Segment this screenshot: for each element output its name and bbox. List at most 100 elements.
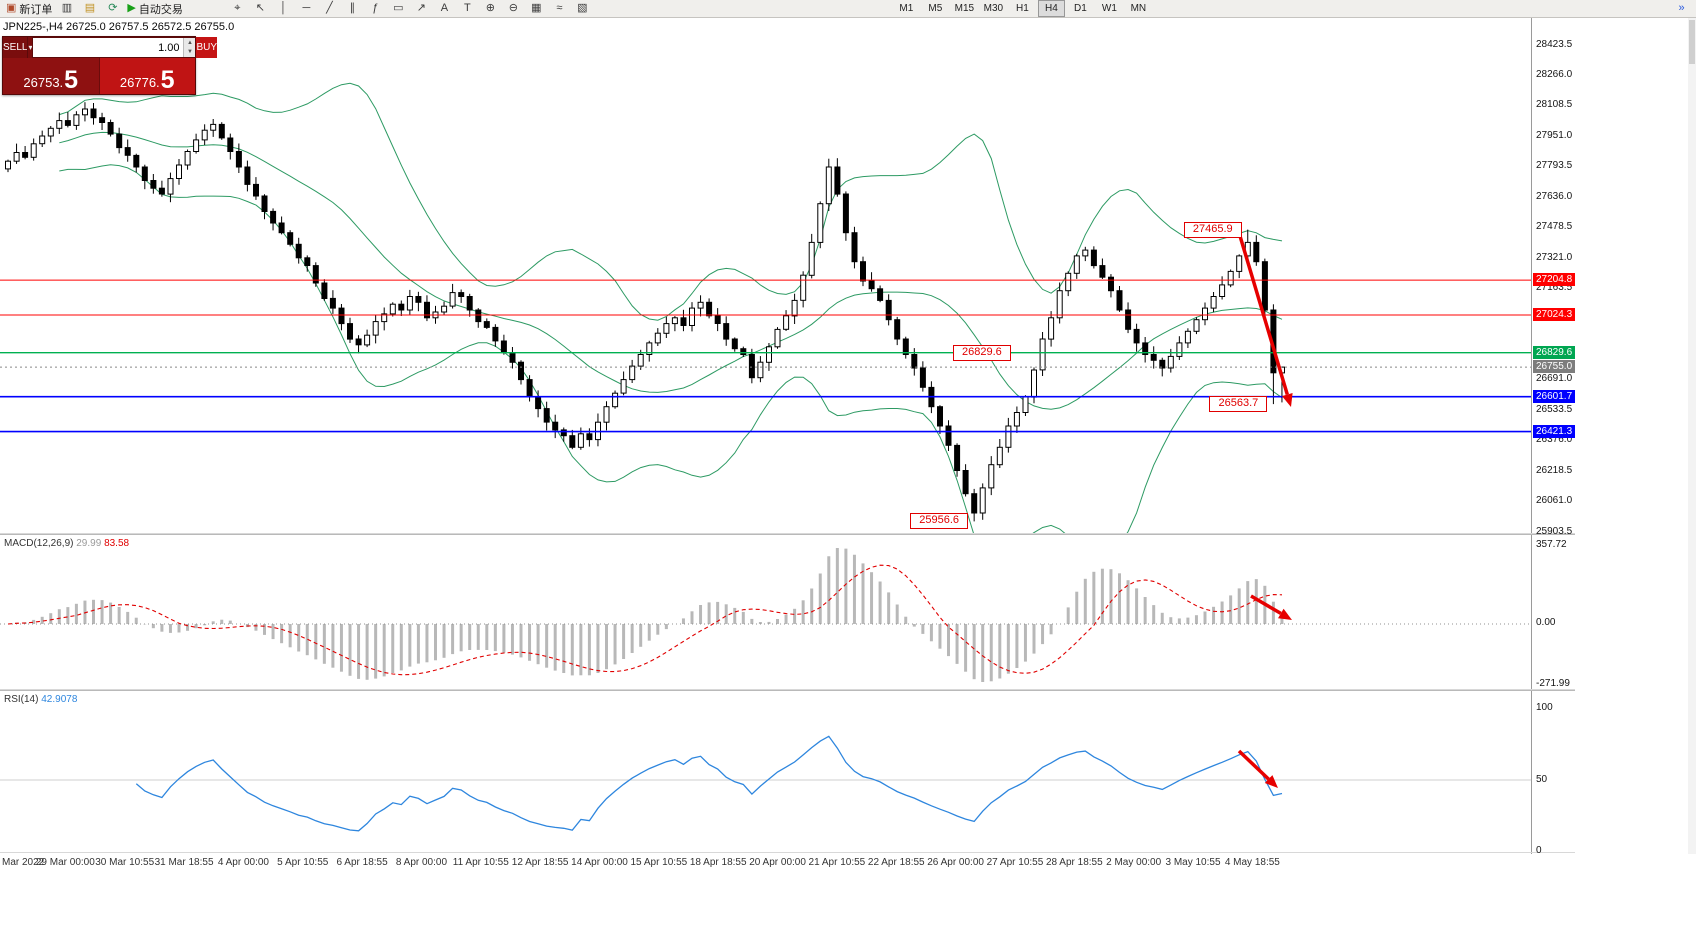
rsi-layer — [0, 735, 1531, 832]
channel-icon-glyph: ∥ — [349, 2, 356, 14]
price-callout[interactable]: 26829.6 — [952, 344, 1011, 361]
bid-price-button[interactable]: 26753. 5 — [3, 58, 99, 94]
tf-h4-label: H4 — [1044, 3, 1058, 14]
cursor-icon-glyph: ↖ — [255, 2, 265, 14]
arrows-icon[interactable]: ↗ — [411, 0, 432, 17]
indicators-icon[interactable]: ≈ — [549, 0, 570, 17]
shapes-icon[interactable]: ▭ — [388, 0, 409, 17]
more-tools-chevron-icon[interactable]: » — [1671, 0, 1692, 17]
zoom-out-icon-glyph: ⊖ — [508, 2, 518, 14]
volume-spinner: ▲ ▼ — [183, 38, 196, 57]
tf-h1[interactable]: H1 — [1009, 0, 1036, 17]
tf-h1-label: H1 — [1015, 3, 1029, 14]
volume-up-icon[interactable]: ▲ — [183, 38, 196, 48]
chart-window-icon-glyph: ▥ — [61, 2, 73, 14]
macd-panel-splitter[interactable] — [0, 533, 1575, 535]
tf-m5[interactable]: M5 — [922, 0, 949, 17]
tf-d1-label: D1 — [1073, 3, 1087, 14]
rsi-panel-splitter[interactable] — [0, 689, 1575, 691]
vertical-scrollbar — [1688, 18, 1696, 854]
tf-mn-label: MN — [1130, 3, 1147, 14]
tile-windows-icon[interactable]: ▦ — [526, 0, 547, 17]
sell-button[interactable]: SELL — [3, 37, 28, 58]
profiles-icon-glyph: ▤ — [84, 2, 96, 14]
tf-m30[interactable]: M30 — [980, 0, 1007, 17]
bid-price-big-digit: 5 — [64, 66, 79, 94]
price-callout[interactable]: 27465.9 — [1183, 221, 1242, 238]
vertical-line-icon-glyph: │ — [279, 2, 287, 14]
scrollbar-thumb[interactable] — [1689, 20, 1695, 64]
trend-arrow — [1250, 594, 1282, 615]
rsi-value: 42.9078 — [41, 694, 78, 705]
ask-price-big-digit: 5 — [160, 66, 175, 94]
new-order-button[interactable]: ▣ 新订单 — [4, 0, 54, 17]
fibonacci-icon-glyph: ƒ — [372, 2, 379, 14]
text-label-icon[interactable]: T — [457, 0, 478, 17]
top-toolbar: ▣ 新订单 ▥ ▤ ⟳ ▶ 自动交易 ⌖ ↖ │ ─ ╱ ∥ ƒ ▭ ↗ A T ⊕ ⊖ ▦ ≈ ▧ M1 M5 M15 M30 H1… — [0, 0, 1696, 18]
toolbar-right-group: » — [1671, 0, 1692, 17]
bollinger-band — [59, 82, 1283, 321]
auto-trading-button[interactable]: ▶ 自动交易 — [125, 0, 184, 17]
templates-icon[interactable]: ▧ — [572, 0, 593, 17]
macd-name: MACD(12,26,9) — [4, 538, 74, 549]
indicators-icon-glyph: ≈ — [556, 2, 563, 14]
tf-mn[interactable]: MN — [1125, 0, 1152, 17]
profiles-icon[interactable]: ▤ — [79, 0, 100, 17]
zoom-in-icon-glyph: ⊕ — [485, 2, 495, 14]
refresh-icon[interactable]: ⟳ — [102, 0, 123, 17]
tf-m15[interactable]: M15 — [951, 0, 978, 17]
cursor-icon[interactable]: ↖ — [250, 0, 271, 17]
new-order-button-glyph: ▣ — [6, 2, 17, 14]
trend-arrow-head — [1282, 393, 1293, 407]
trend-arrow-head — [1264, 775, 1278, 788]
crosshair-icon[interactable]: ⌖ — [227, 0, 248, 17]
tf-h4[interactable]: H4 — [1037, 0, 1065, 17]
time-axis-separator — [0, 852, 1575, 853]
price-callout[interactable]: 26563.7 — [1209, 396, 1268, 413]
trade-panel-controls: SELL ▾ ▲ ▼ BUY — [3, 37, 218, 58]
text-label-icon-glyph: T — [464, 2, 471, 14]
horizontal-line-icon-glyph: ─ — [302, 2, 311, 14]
tf-m1[interactable]: M1 — [893, 0, 920, 17]
tf-d1[interactable]: D1 — [1067, 0, 1094, 17]
one-click-trading-panel: SELL ▾ ▲ ▼ BUY 26753. 5 26776. 5 — [2, 36, 218, 95]
tf-w1[interactable]: W1 — [1096, 0, 1123, 17]
volume-input[interactable] — [33, 38, 184, 57]
zoom-in-icon[interactable]: ⊕ — [480, 0, 501, 17]
templates-icon-glyph: ▧ — [577, 2, 588, 14]
channel-icon[interactable]: ∥ — [342, 0, 363, 17]
tf-m30-label: M30 — [983, 3, 1004, 14]
order-type-dropdown[interactable]: ▾ — [27, 37, 33, 58]
volume-down-icon[interactable]: ▼ — [183, 47, 196, 57]
shapes-icon-glyph: ▭ — [393, 2, 404, 14]
vertical-line-icon[interactable]: │ — [273, 0, 294, 17]
volume-box: ▲ ▼ — [32, 37, 197, 58]
chart-window-icon[interactable]: ▥ — [56, 0, 77, 17]
ask-price-main: 26776. — [119, 75, 160, 90]
more-tools-chevron-icon-glyph: » — [1678, 2, 1685, 14]
horizontal-line-icon[interactable]: ─ — [296, 0, 317, 17]
buy-button[interactable]: BUY — [196, 37, 218, 58]
bollinger-band — [59, 164, 1283, 533]
macd-signal-line — [7, 564, 1283, 676]
main-chart-layer — [0, 82, 1531, 533]
tf-m5-label: M5 — [928, 3, 943, 14]
refresh-icon-glyph: ⟳ — [108, 2, 118, 14]
price-scale-separator — [1531, 18, 1532, 854]
chart-ohlc-title: JPN225-,H4 26725.0 26757.5 26572.5 26755… — [3, 21, 235, 33]
bollinger-band — [59, 131, 1283, 410]
macd-indicator-label: MACD(12,26,9) 29.99 83.58 — [4, 538, 129, 549]
zoom-out-icon[interactable]: ⊖ — [503, 0, 524, 17]
rsi-indicator-label: RSI(14) 42.9078 — [4, 694, 77, 705]
text-icon[interactable]: A — [434, 0, 455, 17]
price-callout[interactable]: 25956.6 — [910, 513, 969, 530]
tf-m15-label: M15 — [954, 3, 975, 14]
rsi-name: RSI(14) — [4, 694, 39, 705]
macd-main-value: 29.99 — [76, 538, 102, 549]
tf-w1-label: W1 — [1101, 3, 1117, 14]
ask-price-button[interactable]: 26776. 5 — [98, 58, 195, 94]
trend-arrow — [1237, 749, 1270, 781]
trendline-icon[interactable]: ╱ — [319, 0, 340, 17]
fibonacci-icon[interactable]: ƒ — [365, 0, 386, 17]
